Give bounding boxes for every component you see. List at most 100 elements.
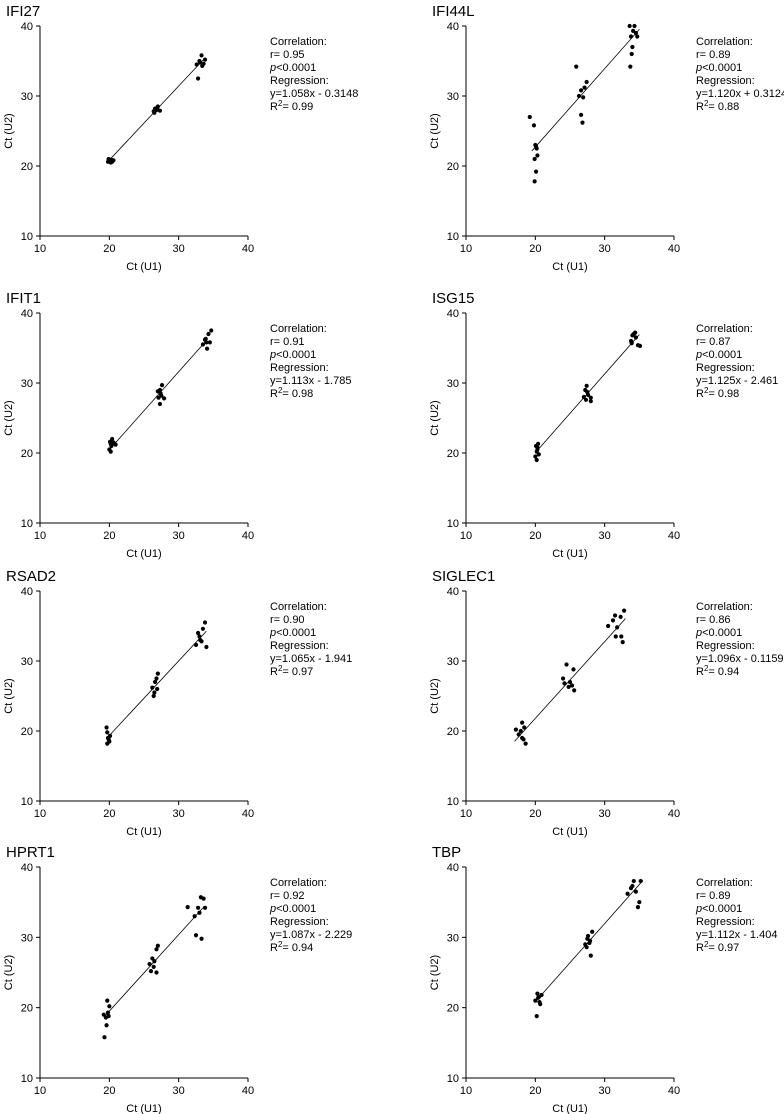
- x-tick-label: 30: [173, 1085, 185, 1097]
- data-point: [627, 23, 632, 29]
- regression-equation: y=1.087x - 2.229: [270, 929, 352, 941]
- data-point: [629, 341, 634, 346]
- data-point: [154, 676, 159, 681]
- data-point: [162, 396, 167, 401]
- x-tick-label: 30: [599, 808, 611, 820]
- y-tick-label: 40: [447, 21, 459, 33]
- r-squared-symbol: R: [270, 101, 278, 113]
- y-axis-label: Ct (U2): [429, 678, 441, 713]
- y-tick-label: 30: [21, 932, 33, 944]
- x-tick-label: 10: [460, 808, 472, 820]
- data-point: [516, 732, 521, 737]
- x-tick-label: 30: [599, 1085, 611, 1097]
- data-point: [630, 883, 635, 889]
- data-point: [157, 401, 163, 407]
- y-tick-label: 10: [447, 796, 459, 808]
- data-point: [197, 634, 202, 639]
- chart-title: TBP: [432, 844, 461, 861]
- data-point: [155, 686, 160, 692]
- data-point: [536, 441, 541, 446]
- y-tick-label: 10: [21, 518, 33, 530]
- y-tick-label: 40: [447, 862, 459, 874]
- panel-ifi27: IFI27 10 20 30 40 10 20 30 40 Ct (U1) Ct (U2) Corre…: [3, 3, 358, 273]
- regression-equation: y=1.112x - 1.404: [696, 929, 777, 941]
- data-point: [535, 445, 540, 450]
- y-tick-label: 20: [21, 161, 33, 173]
- data-point: [199, 53, 204, 58]
- p-value: p<0.0001: [269, 62, 316, 74]
- data-point: [207, 340, 212, 345]
- data-point: [154, 970, 159, 975]
- r-squared-value: = 0.94: [708, 666, 739, 678]
- data-point: [155, 105, 160, 110]
- data-point: [200, 342, 206, 347]
- x-tick-label: 10: [460, 530, 472, 542]
- data-point: [569, 683, 575, 688]
- correlation-r: r= 0.89: [696, 49, 731, 61]
- data-point: [202, 620, 208, 625]
- data-point: [195, 76, 201, 81]
- data-point: [520, 720, 525, 725]
- p-value-text: <0.0001: [702, 903, 742, 915]
- data-point: [198, 60, 203, 65]
- r-squared-exponent: 2: [278, 99, 283, 108]
- panel-siglec1: SIGLEC1 10 20 30 40 10 20 30 40 Ct (U1) Ct (U2) Cor…: [429, 568, 784, 838]
- x-tick-label: 10: [34, 243, 46, 255]
- data-point: [536, 452, 541, 457]
- data-point: [105, 998, 110, 1003]
- data-point: [152, 679, 158, 685]
- x-tick-label: 20: [529, 530, 541, 542]
- data-point: [629, 51, 634, 57]
- r-squared: R2= 0.98: [270, 386, 313, 400]
- data-point: [527, 114, 532, 120]
- r-squared-value: = 0.98: [282, 388, 313, 400]
- data-point: [198, 637, 203, 643]
- x-tick-label: 30: [173, 530, 185, 542]
- x-tick-label: 30: [599, 530, 611, 542]
- panel-tbp: TBP 10 20 30 40 10 20 30 40 Ct (U1) Ct (U2) Correla…: [429, 844, 777, 1114]
- data-point: [209, 328, 214, 333]
- data-point: [635, 34, 640, 39]
- data-point: [193, 642, 199, 648]
- regression-equation: y=1.058x - 0.3148: [270, 88, 358, 100]
- panel-ifi44l: IFI44L 10 20 30 40 10 20 30 40 Ct (U1) Ct (U2) Corr…: [429, 3, 784, 273]
- p-symbol: p: [269, 903, 276, 915]
- data-point: [539, 992, 544, 998]
- data-point: [585, 390, 590, 395]
- chart-title: ISG15: [432, 290, 475, 307]
- p-symbol: p: [269, 349, 276, 361]
- data-point: [620, 640, 625, 645]
- data-point: [581, 95, 586, 100]
- r-squared-exponent: 2: [704, 940, 709, 949]
- y-tick-label: 10: [447, 518, 459, 530]
- data-point: [104, 1023, 109, 1028]
- data-point: [200, 626, 206, 631]
- r-squared-exponent: 2: [278, 940, 283, 949]
- data-point: [571, 667, 576, 672]
- p-value: p<0.0001: [695, 627, 742, 639]
- data-point: [533, 998, 538, 1003]
- regression-label: Regression:: [696, 75, 755, 87]
- data-point: [574, 64, 579, 69]
- y-axis-label: Ct (U2): [3, 955, 15, 990]
- data-point: [588, 953, 593, 958]
- data-point: [638, 878, 643, 884]
- y-tick-label: 30: [21, 91, 33, 103]
- data-point: [202, 57, 208, 62]
- x-tick-label: 40: [668, 530, 680, 542]
- chart-title: SIGLEC1: [432, 568, 495, 585]
- x-tick-label: 30: [173, 808, 185, 820]
- data-point: [199, 936, 204, 941]
- correlation-label: Correlation:: [270, 36, 327, 48]
- data-point: [201, 896, 206, 901]
- x-axis-label: Ct (U1): [552, 261, 587, 273]
- data-point: [606, 623, 611, 629]
- data-point: [533, 169, 539, 174]
- data-point: [628, 64, 633, 69]
- regression-line: [109, 340, 207, 450]
- regression-label: Regression:: [270, 75, 329, 87]
- data-point: [193, 933, 199, 938]
- x-axis-label: Ct (U1): [126, 261, 161, 273]
- data-point: [534, 1014, 539, 1019]
- p-symbol: p: [695, 627, 702, 639]
